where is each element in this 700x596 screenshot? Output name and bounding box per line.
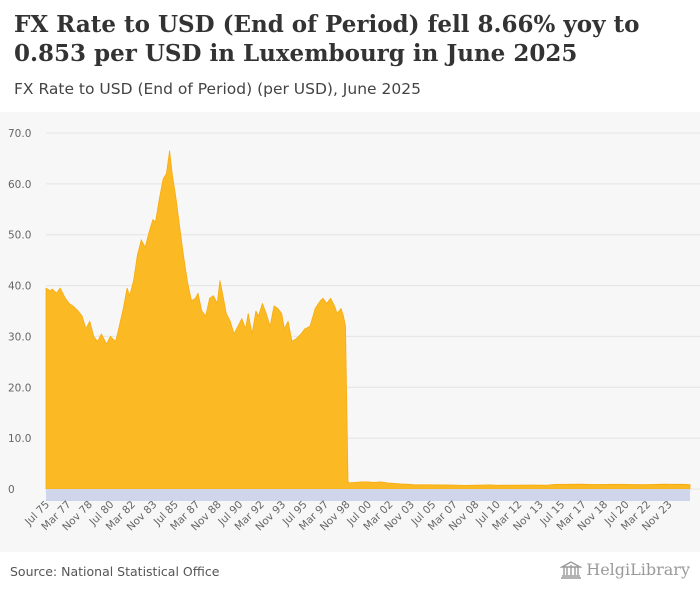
- y-tick-label: 40.0: [8, 281, 31, 293]
- logo-text: HelgiLibrary: [586, 560, 690, 579]
- series-area[interactable]: [45, 150, 691, 490]
- y-tick-label: 60.0: [8, 179, 31, 191]
- y-tick-label: 70.0: [8, 128, 31, 140]
- x-axis-band: [46, 489, 690, 501]
- chart-subtitle: FX Rate to USD (End of Period) (per USD)…: [14, 80, 421, 98]
- y-tick-label: 30.0: [8, 331, 31, 343]
- y-axis-ticks: 0 10.0 20.0 30.0 40.0 50.0 60.0 70.0: [8, 128, 31, 496]
- data-area: [45, 150, 691, 490]
- source-note: Source: National Statistical Office: [10, 564, 220, 579]
- helgi-library-logo[interactable]: HelgiLibrary: [560, 560, 690, 579]
- y-tick-label: 10.0: [8, 433, 31, 445]
- y-tick-label: 20.0: [8, 382, 31, 394]
- y-tick-label: 50.0: [8, 230, 31, 242]
- chart-area: 010.020.030.040.050.060.070.0 Jul 75Mar …: [0, 112, 700, 552]
- chart-title: FX Rate to USD (End of Period) fell 8.66…: [14, 11, 640, 67]
- library-building-icon: [560, 560, 583, 579]
- x-axis-band: [46, 489, 690, 501]
- y-tick-label: 0: [8, 484, 15, 496]
